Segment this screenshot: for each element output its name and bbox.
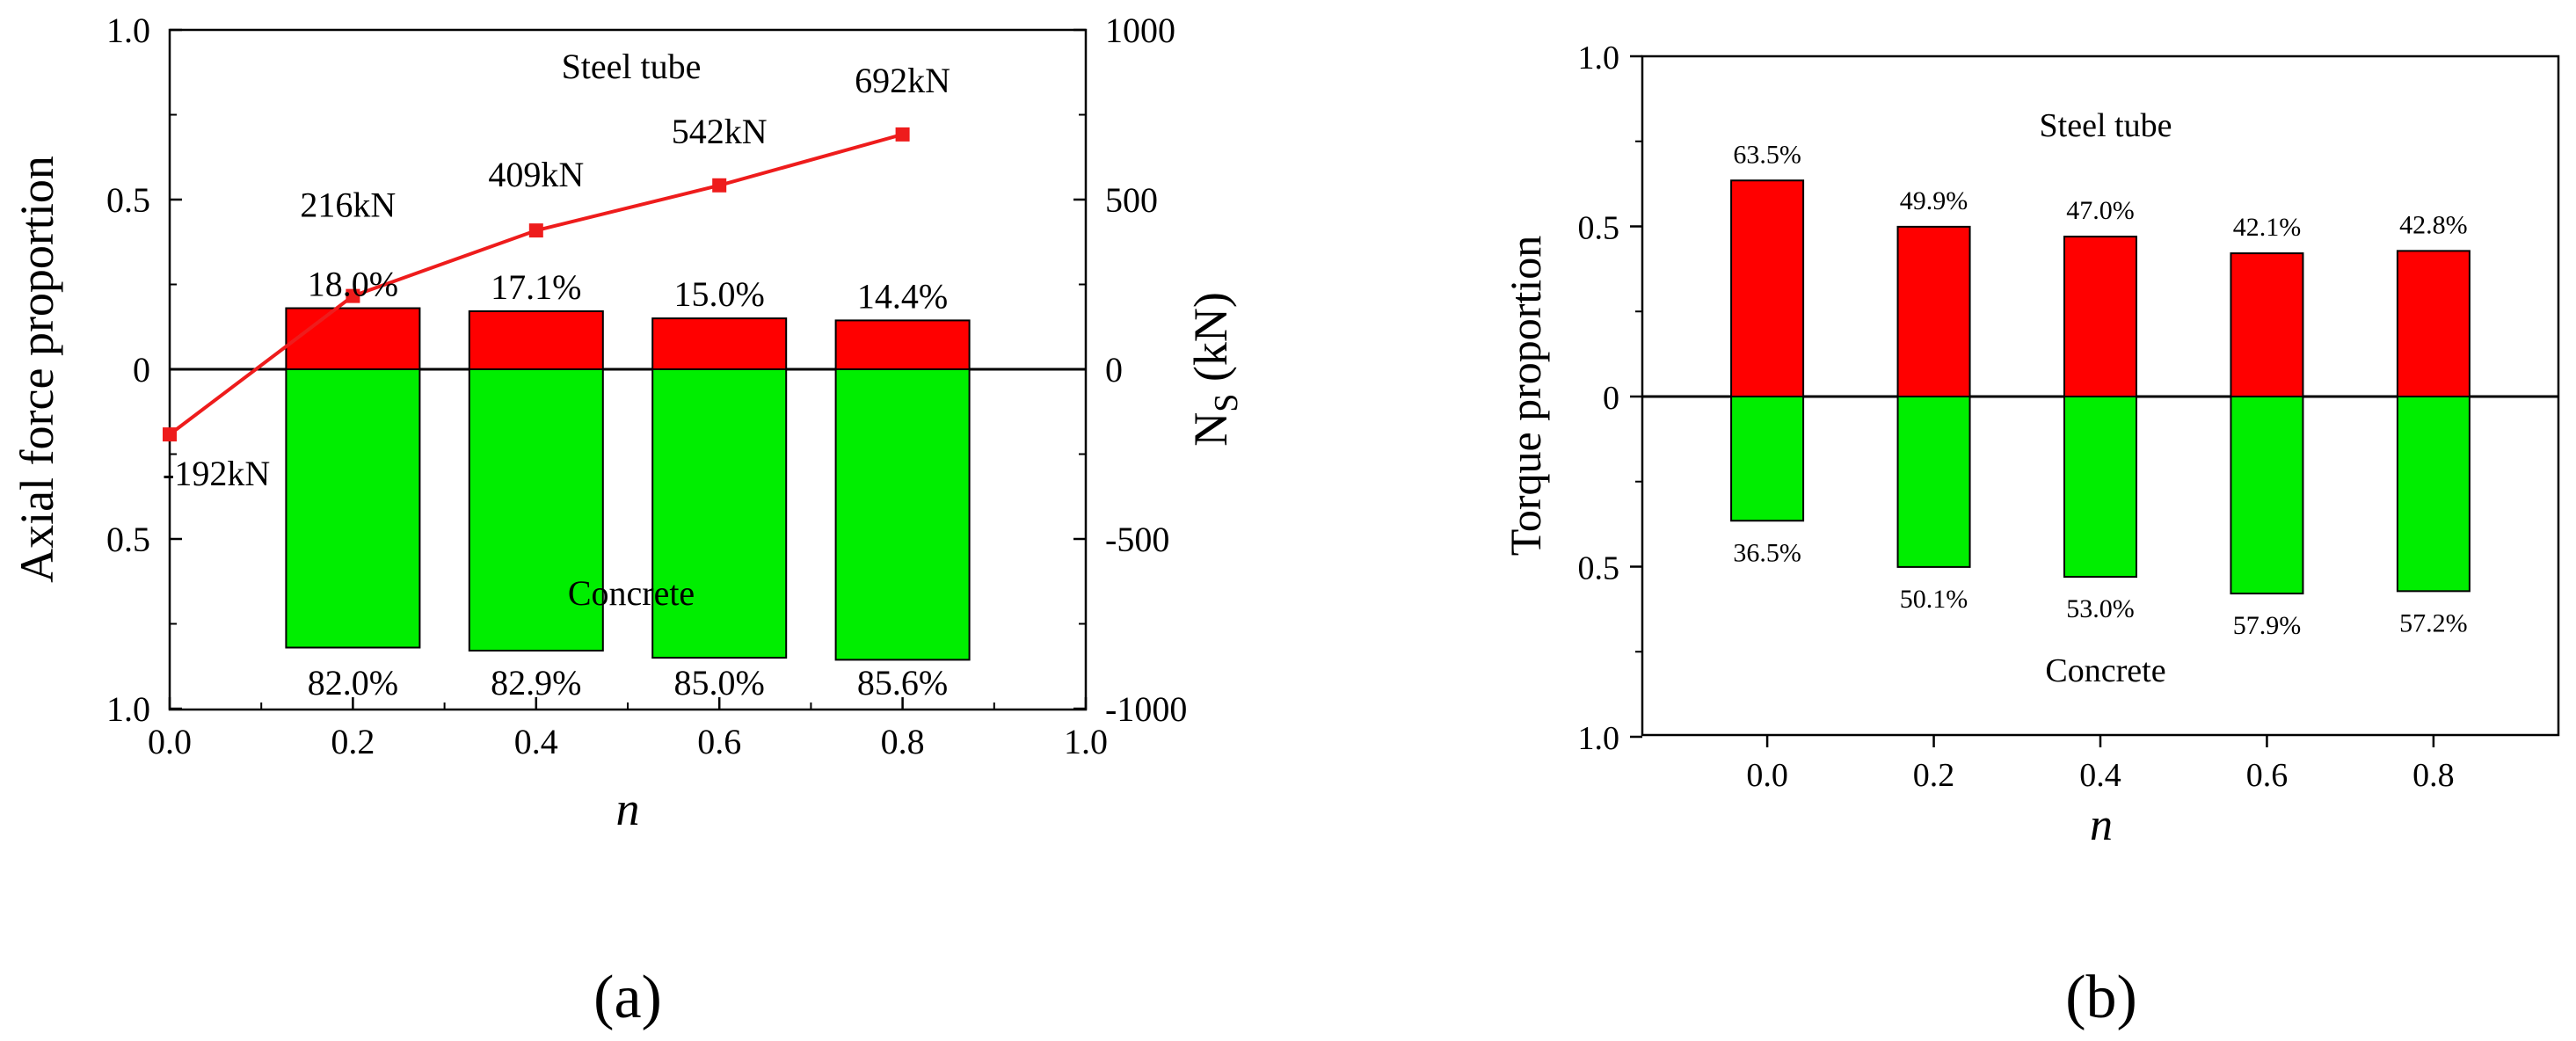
ns-line-point — [895, 127, 910, 142]
x-tick-label: 0.6 — [697, 722, 741, 761]
steel-tube-bar — [651, 317, 788, 371]
concrete-bar — [1730, 396, 1805, 522]
steel-tube-bar — [285, 307, 421, 370]
steel-tube-bar-label: 63.5% — [1733, 140, 1801, 169]
panel-a: 0.0 0.2 0.4 0.6 0.8 1.0 1.0 1000 0.5 500 0 0 0.5 -500… — [11, 11, 1245, 1031]
x-tick-label: 0.2 — [1913, 757, 1955, 794]
panel-a-y-axis-title: Axial force proportion — [11, 156, 63, 583]
concrete-bar-label: 50.1% — [1900, 585, 1968, 614]
y-tick-label: 1.0 — [106, 689, 150, 729]
y-tick-label: 0.5 — [106, 180, 150, 220]
y-tick-label: 0.5 — [1578, 550, 1620, 587]
concrete-bar-label: 82.0% — [308, 663, 398, 702]
y-tick-label: 1.0 — [1578, 720, 1620, 757]
concrete-bar — [1896, 396, 1971, 568]
steel-tube-bar — [2230, 252, 2304, 397]
ns-line-point — [163, 427, 177, 442]
steel-tube-bar-label: 47.0% — [2066, 196, 2135, 225]
steel-tube-bar-label: 18.0% — [308, 265, 398, 304]
y-tick-label: 0.5 — [106, 520, 150, 559]
steel-tube-bar-label: 17.1% — [491, 267, 581, 307]
ns-line-point — [528, 223, 543, 238]
steel-tube-bar-label: 15.0% — [674, 274, 765, 314]
y2-tick-label: -1000 — [1105, 689, 1187, 729]
steel-tube-bar-label: 49.9% — [1900, 186, 1968, 215]
ns-point-label: 542kN — [672, 112, 768, 151]
concrete-bar — [2230, 396, 2304, 595]
ns-line-point — [346, 288, 360, 303]
steel-tube-bar — [1730, 179, 1805, 397]
ns-line-point — [712, 178, 727, 193]
panel-b-concrete-annotation: Concrete — [2045, 652, 2165, 689]
panel-a-y2-axis-title-sub: S — [1208, 394, 1245, 412]
steel-tube-bar — [2063, 236, 2137, 397]
concrete-bar — [2396, 396, 2470, 593]
panel-b-y-axis-title: Torque proportion — [1501, 236, 1550, 556]
x-tick-label: 1.0 — [1064, 722, 1108, 761]
concrete-bar-label: 82.9% — [491, 663, 581, 702]
panel-a-y2-axis-title-main: N — [1184, 412, 1237, 447]
y-tick-label: 0 — [1603, 380, 1619, 417]
y-tick-label: 0 — [133, 350, 150, 389]
y2-tick-label: 1000 — [1105, 11, 1175, 50]
x-tick-label: 0.0 — [148, 722, 192, 761]
x-tick-label: 0.2 — [331, 722, 375, 761]
ns-point-label: 216kN — [300, 186, 396, 225]
panel-b: 0.0 0.2 0.4 0.6 0.8 1.0 0.5 0 0.5 1.0 63.5% 36.5% 4… — [1501, 40, 2560, 1031]
y2-tick-label: 500 — [1105, 180, 1158, 220]
concrete-bar-label: 85.6% — [857, 663, 948, 702]
steel-tube-bar-label: 14.4% — [857, 276, 948, 316]
y-tick-label: 1.0 — [1578, 40, 1620, 76]
panel-a-steel-tube-annotation: Steel tube — [562, 47, 702, 86]
panel-b-label: (b) — [2065, 964, 2137, 1031]
concrete-bar — [285, 368, 421, 649]
x-tick-label: 0.8 — [2412, 757, 2455, 794]
concrete-bar-label: 57.2% — [2399, 608, 2468, 637]
concrete-bar-label: 57.9% — [2233, 611, 2302, 640]
y2-tick-label: 0 — [1105, 350, 1123, 389]
steel-tube-bar — [834, 319, 971, 370]
x-tick-label: 0.8 — [881, 722, 925, 761]
panel-a-y2-axis-title-unit: (kN) — [1184, 292, 1237, 393]
panel-a-concrete-annotation: Concrete — [568, 573, 695, 613]
concrete-bar — [2063, 396, 2137, 579]
concrete-bar-label: 85.0% — [674, 663, 765, 702]
concrete-bar-label: 36.5% — [1733, 538, 1801, 567]
x-tick-label: 0.0 — [1746, 757, 1788, 794]
x-tick-label: 0.4 — [2079, 757, 2121, 794]
steel-tube-bar — [1896, 225, 1971, 397]
concrete-bar-label: 53.0% — [2066, 594, 2135, 623]
y2-tick-label: -500 — [1105, 520, 1169, 559]
y-tick-label: 1.0 — [106, 11, 150, 50]
x-tick-label: 0.6 — [2246, 757, 2289, 794]
panel-a-label: (a) — [593, 964, 662, 1031]
concrete-bar — [468, 368, 604, 652]
steel-tube-bar — [2396, 250, 2470, 398]
panel-a-x-axis-title: n — [616, 783, 640, 835]
panel-a-y2-axis-title: NS (kN) — [1184, 292, 1245, 447]
ns-point-label: -192kN — [163, 454, 270, 493]
steel-tube-bar-label: 42.1% — [2233, 213, 2302, 242]
steel-tube-bar-label: 42.8% — [2399, 210, 2468, 239]
ns-point-label: 692kN — [855, 61, 950, 100]
panel-b-x-axis-title: n — [2090, 800, 2113, 850]
ns-point-label: 409kN — [488, 155, 584, 194]
steel-tube-bar — [468, 309, 604, 370]
concrete-bar — [651, 368, 788, 659]
x-tick-label: 0.4 — [514, 722, 558, 761]
y-tick-label: 0.5 — [1578, 210, 1620, 247]
concrete-bar — [834, 368, 971, 661]
panel-b-steel-tube-annotation: Steel tube — [2040, 107, 2172, 144]
